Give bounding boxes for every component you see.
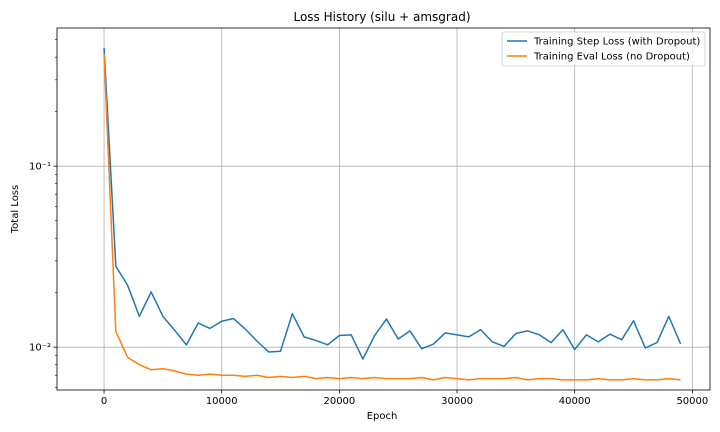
series-layer [103,47,682,381]
legend-label-1: Training Step Loss (with Dropout) [533,37,700,48]
x-tick-label: 10000 [206,396,238,407]
x-axis-label: Epoch [367,411,398,422]
x-tick-label: 20000 [323,396,355,407]
series-line-2 [103,53,681,381]
y-tick-label: 10⁻¹ [29,162,51,173]
legend-label-2: Training Eval Loss (no Dropout) [533,52,690,63]
x-tick-label: 0 [101,396,107,407]
y-axis: 10⁻¹ 10⁻² [29,39,57,388]
x-tick-label: 30000 [441,396,473,407]
plot-frame [56,27,711,391]
legend: Training Step Loss (with Dropout) Trainin… [501,31,706,67]
x-tick-label: 40000 [559,396,591,407]
y-axis-label: Total Loss [10,185,21,234]
legend-box [501,31,706,67]
chart-title: Loss History (silu + amsgrad) [293,10,470,24]
grid-layer [57,28,710,390]
x-axis: 0 10000 20000 30000 40000 50000 [101,390,708,407]
series-line-1 [103,47,682,360]
y-tick-label: 10⁻² [29,343,51,354]
x-tick-label: 50000 [676,396,708,407]
